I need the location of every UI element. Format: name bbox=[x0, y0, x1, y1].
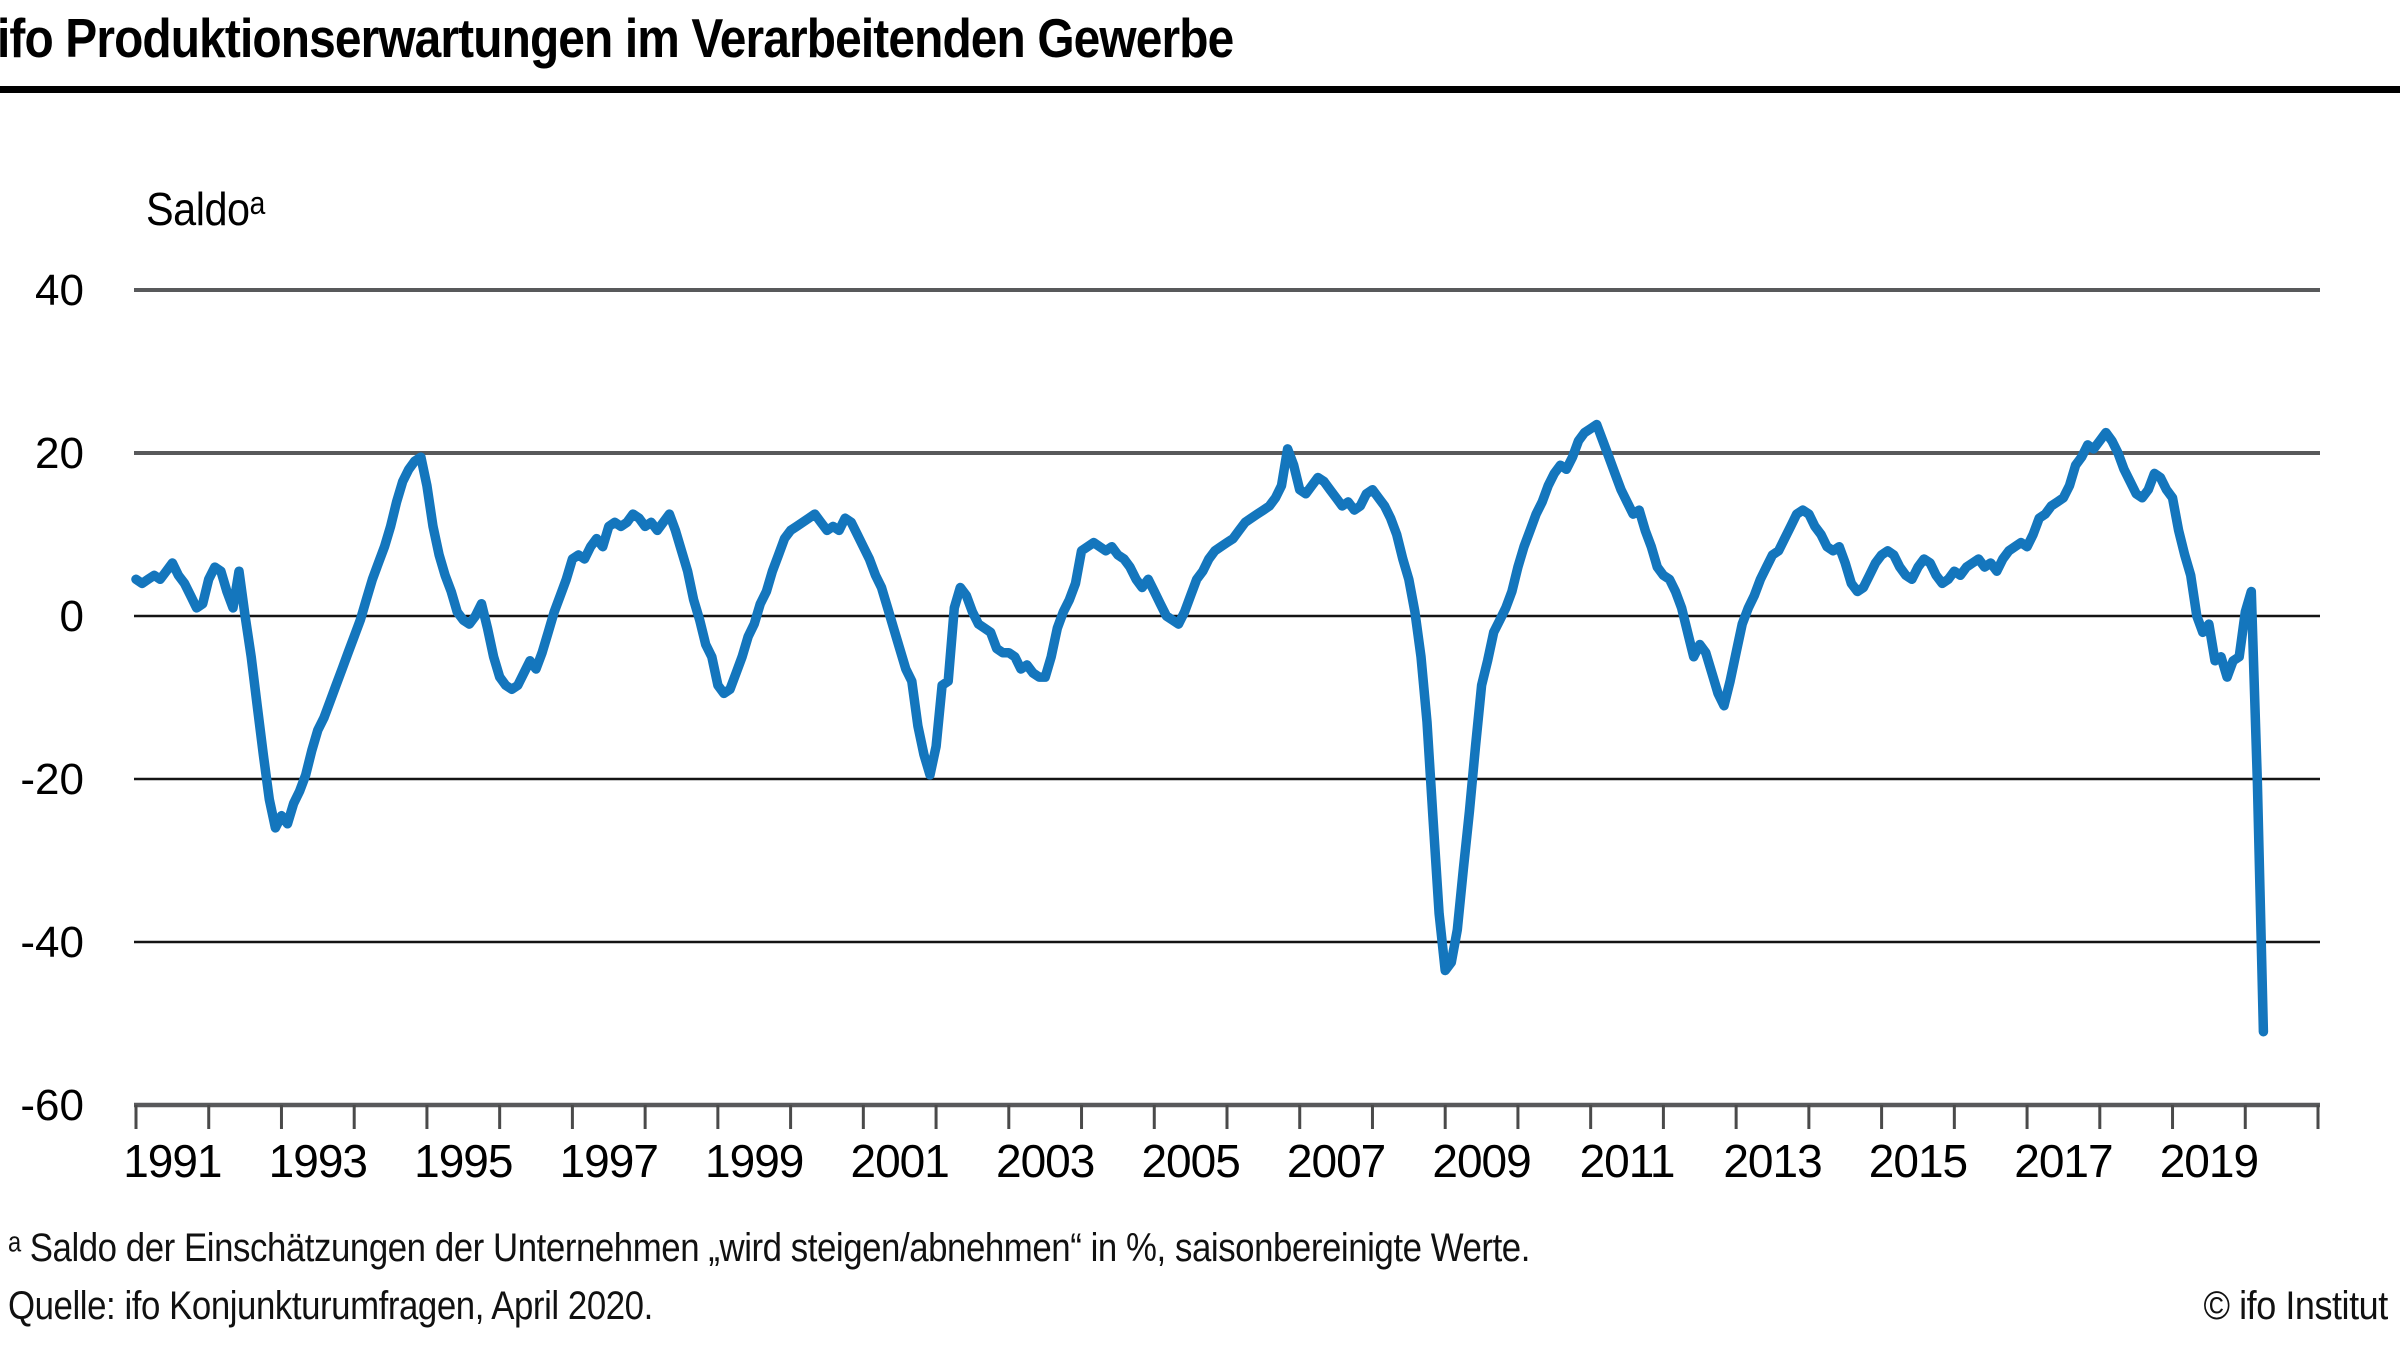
x-tick-label-2017: 2017 bbox=[2014, 1135, 2112, 1187]
y-tick-label--60: -60 bbox=[20, 1081, 84, 1130]
x-tick-label-2011: 2011 bbox=[1580, 1135, 1675, 1187]
x-tick-label-1993: 1993 bbox=[269, 1135, 367, 1187]
footnote-definition: ᵃ Saldo der Einschätzungen der Unternehm… bbox=[8, 1226, 1530, 1270]
source-note: Quelle: ifo Konjunkturumfragen, April 20… bbox=[8, 1284, 653, 1328]
y-tick-label--20: -20 bbox=[20, 755, 84, 804]
title-divider bbox=[0, 86, 2400, 93]
x-tick-label-2013: 2013 bbox=[1723, 1135, 1821, 1187]
x-tick-label-1999: 1999 bbox=[705, 1135, 803, 1187]
x-tick-label-1997: 1997 bbox=[560, 1135, 658, 1187]
copyright-note: © ifo Institut bbox=[2203, 1284, 2389, 1328]
x-tick-label-2007: 2007 bbox=[1287, 1135, 1385, 1187]
y-tick-label--40: -40 bbox=[20, 918, 84, 967]
x-tick-label-1995: 1995 bbox=[414, 1135, 512, 1187]
page-title: ifo Produktionserwartungen im Verarbeite… bbox=[0, 7, 1234, 69]
x-tick-label-2001: 2001 bbox=[851, 1135, 949, 1187]
y-tick-label-40: 40 bbox=[35, 266, 84, 315]
series-line-produktionserwartungen bbox=[131, 419, 2269, 1037]
x-tick-label-2019: 2019 bbox=[2160, 1135, 2258, 1187]
x-tick-label-2005: 2005 bbox=[1141, 1135, 1239, 1187]
y-tick-label-20: 20 bbox=[35, 429, 84, 478]
y-tick-label-0: 0 bbox=[60, 592, 84, 641]
x-tick-label-2003: 2003 bbox=[996, 1135, 1094, 1187]
y-axis-title: Saldoᵃ bbox=[146, 183, 265, 235]
x-tick-label-1991: 1991 bbox=[123, 1135, 221, 1187]
x-tick-label-2015: 2015 bbox=[1869, 1135, 1967, 1187]
x-tick-label-2009: 2009 bbox=[1432, 1135, 1530, 1187]
